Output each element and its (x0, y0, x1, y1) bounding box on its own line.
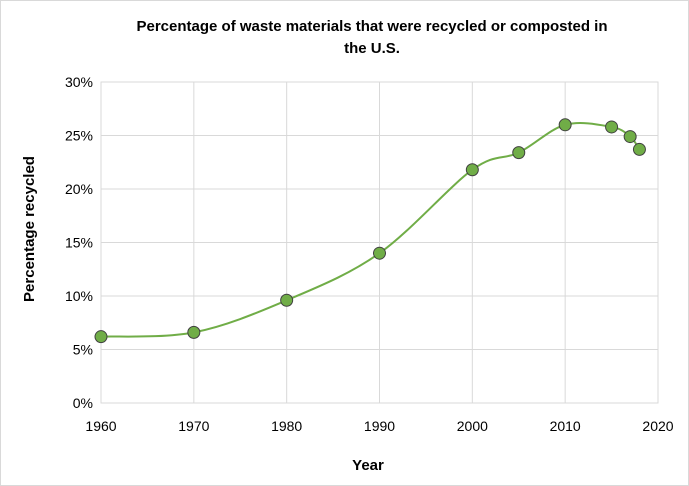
plot-area-border (100, 81, 659, 404)
y-tick-label: 25% (65, 128, 93, 144)
x-axis-title: Year (352, 457, 384, 474)
chart-title-line-2: the U.S. (344, 40, 400, 57)
y-axis-title: Percentage recycled (21, 156, 38, 302)
data-point (373, 246, 386, 260)
data-point (605, 120, 619, 134)
data-point (465, 163, 479, 177)
y-tick-label: 30% (65, 74, 93, 90)
data-point (94, 330, 108, 344)
series-group (94, 118, 646, 344)
data-point (623, 130, 637, 144)
x-tick-label: 1960 (85, 418, 116, 434)
x-tick-label: 1970 (178, 418, 209, 434)
x-tick-label: 1990 (364, 418, 395, 434)
data-point (280, 293, 294, 307)
gridlines (100, 81, 659, 404)
y-tick-label: 20% (65, 181, 93, 197)
y-tick-label: 0% (73, 395, 93, 411)
y-axis-ticks: 0% 5% 10% 15% 20% 25% 30% (65, 74, 93, 411)
x-axis-ticks: 1960 1970 1980 1990 2000 2010 2020 (85, 418, 673, 434)
data-point (512, 146, 526, 160)
y-tick-label: 10% (65, 288, 93, 304)
chart-title-line-1: Percentage of waste materials that were … (136, 18, 607, 35)
x-tick-label: 2000 (457, 418, 488, 434)
data-point (632, 142, 646, 156)
series-line (100, 122, 641, 338)
y-tick-label: 5% (73, 342, 93, 358)
y-tick-label: 15% (65, 235, 93, 251)
data-point (187, 325, 201, 339)
x-tick-label: 2010 (550, 418, 581, 434)
x-tick-label: 2020 (642, 418, 673, 434)
data-point (558, 118, 572, 132)
x-tick-label: 1980 (271, 418, 302, 434)
